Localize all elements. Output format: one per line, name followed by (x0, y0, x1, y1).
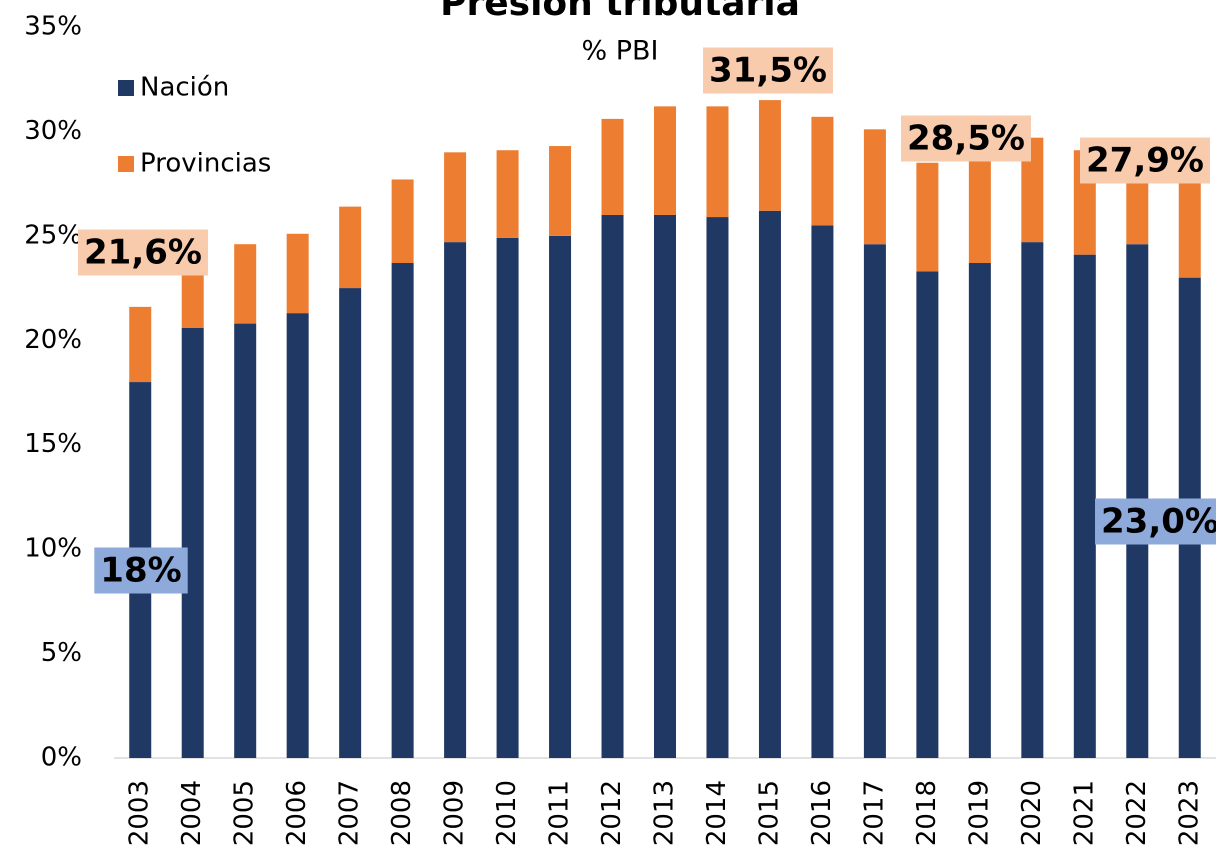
bar-segment (1021, 137, 1044, 243)
data-label: 18% (100, 551, 181, 591)
x-tick-label: 2016 (807, 780, 837, 846)
bar-segment (601, 214, 624, 758)
legend-swatch (118, 80, 134, 96)
annotation-box (78, 229, 208, 276)
bar-segment (916, 162, 939, 272)
bar-segment (706, 106, 729, 218)
bar-segment (181, 269, 204, 328)
bar-segment (444, 242, 467, 758)
x-tick-label: 2008 (387, 780, 417, 846)
bar-segment (496, 237, 519, 759)
bar-segment (391, 263, 414, 758)
y-tick-label: 20% (24, 325, 82, 355)
legend-label: Nación (140, 73, 229, 103)
bar-segment (181, 327, 204, 758)
bar-segment (496, 150, 519, 238)
bar-segment (234, 244, 257, 324)
bar-segment (339, 288, 362, 758)
x-tick-label: 2018 (912, 780, 942, 846)
x-tick-label: 2009 (440, 780, 470, 846)
legend-label: Provincias (140, 149, 271, 179)
x-tick-label: 2006 (282, 780, 312, 846)
bar-segment (811, 116, 834, 226)
bar-segment (654, 106, 676, 215)
data-label-box (1095, 498, 1216, 545)
chart-subtitle: % PBI (581, 36, 658, 67)
bar-segment (758, 100, 781, 211)
bar-segment (916, 271, 939, 758)
y-tick-label: 0% (41, 743, 82, 773)
x-tick-label: 2007 (335, 780, 365, 846)
x-tick-label: 2020 (1017, 780, 1047, 846)
bar-segment (549, 235, 572, 758)
x-tick-label: 2004 (177, 780, 207, 846)
bar-segment (968, 263, 991, 758)
x-tick-label: 2021 (1069, 780, 1099, 846)
bar-segment (1126, 169, 1149, 245)
bar-segment (758, 210, 781, 758)
bar-segment (549, 146, 572, 236)
y-tick-label: 5% (41, 638, 82, 668)
data-label: 23,0% (1101, 502, 1216, 542)
bar-segment (286, 233, 309, 314)
legend-swatch (118, 156, 134, 172)
bar-segment (706, 217, 729, 758)
annotation-box (1080, 137, 1210, 184)
x-tick-label: 2005 (230, 780, 260, 846)
y-tick-label: 30% (24, 116, 82, 146)
bar-segment (654, 214, 676, 758)
annotation: 27,9% (1086, 141, 1204, 181)
annotation: 31,5% (709, 51, 827, 91)
x-tick-label: 2011 (545, 780, 575, 846)
data-label-box (94, 547, 188, 594)
bar-segment (1178, 175, 1201, 278)
x-tick-label: 2015 (754, 780, 784, 846)
annotation-box (703, 47, 833, 94)
x-tick-label: 2019 (964, 780, 994, 846)
x-tick-label: 2013 (650, 780, 680, 846)
annotation: 21,6% (84, 233, 202, 273)
y-tick-label: 25% (24, 220, 82, 250)
bar-segment (286, 313, 309, 758)
y-tick-label: 15% (24, 429, 82, 459)
bar-segment (391, 179, 414, 264)
annotation: 28,5% (907, 119, 1025, 159)
bar-segment (444, 152, 467, 243)
annotation-box (901, 115, 1031, 162)
bar-segment (968, 154, 991, 264)
bar-segment (339, 206, 362, 289)
bar-segment (129, 306, 152, 383)
x-tick-label: 2023 (1174, 780, 1204, 846)
bar-segment (601, 118, 624, 215)
x-tick-label: 2012 (597, 780, 627, 846)
bar-segment (863, 244, 886, 758)
x-tick-label: 2014 (702, 780, 732, 846)
bar-segment (811, 225, 834, 758)
bar-segment (234, 323, 257, 758)
x-tick-label: 2022 (1122, 780, 1152, 846)
y-tick-label: 35% (24, 12, 82, 42)
x-tick-label: 2003 (125, 780, 155, 846)
bar-segment (1073, 254, 1096, 758)
bar-segment (1021, 242, 1044, 758)
bar-segment (863, 129, 886, 245)
x-tick-label: 2017 (859, 780, 889, 846)
chart-title: Presión tributaria (440, 0, 800, 24)
x-tick-label: 2010 (492, 780, 522, 846)
y-tick-label: 10% (24, 534, 82, 564)
